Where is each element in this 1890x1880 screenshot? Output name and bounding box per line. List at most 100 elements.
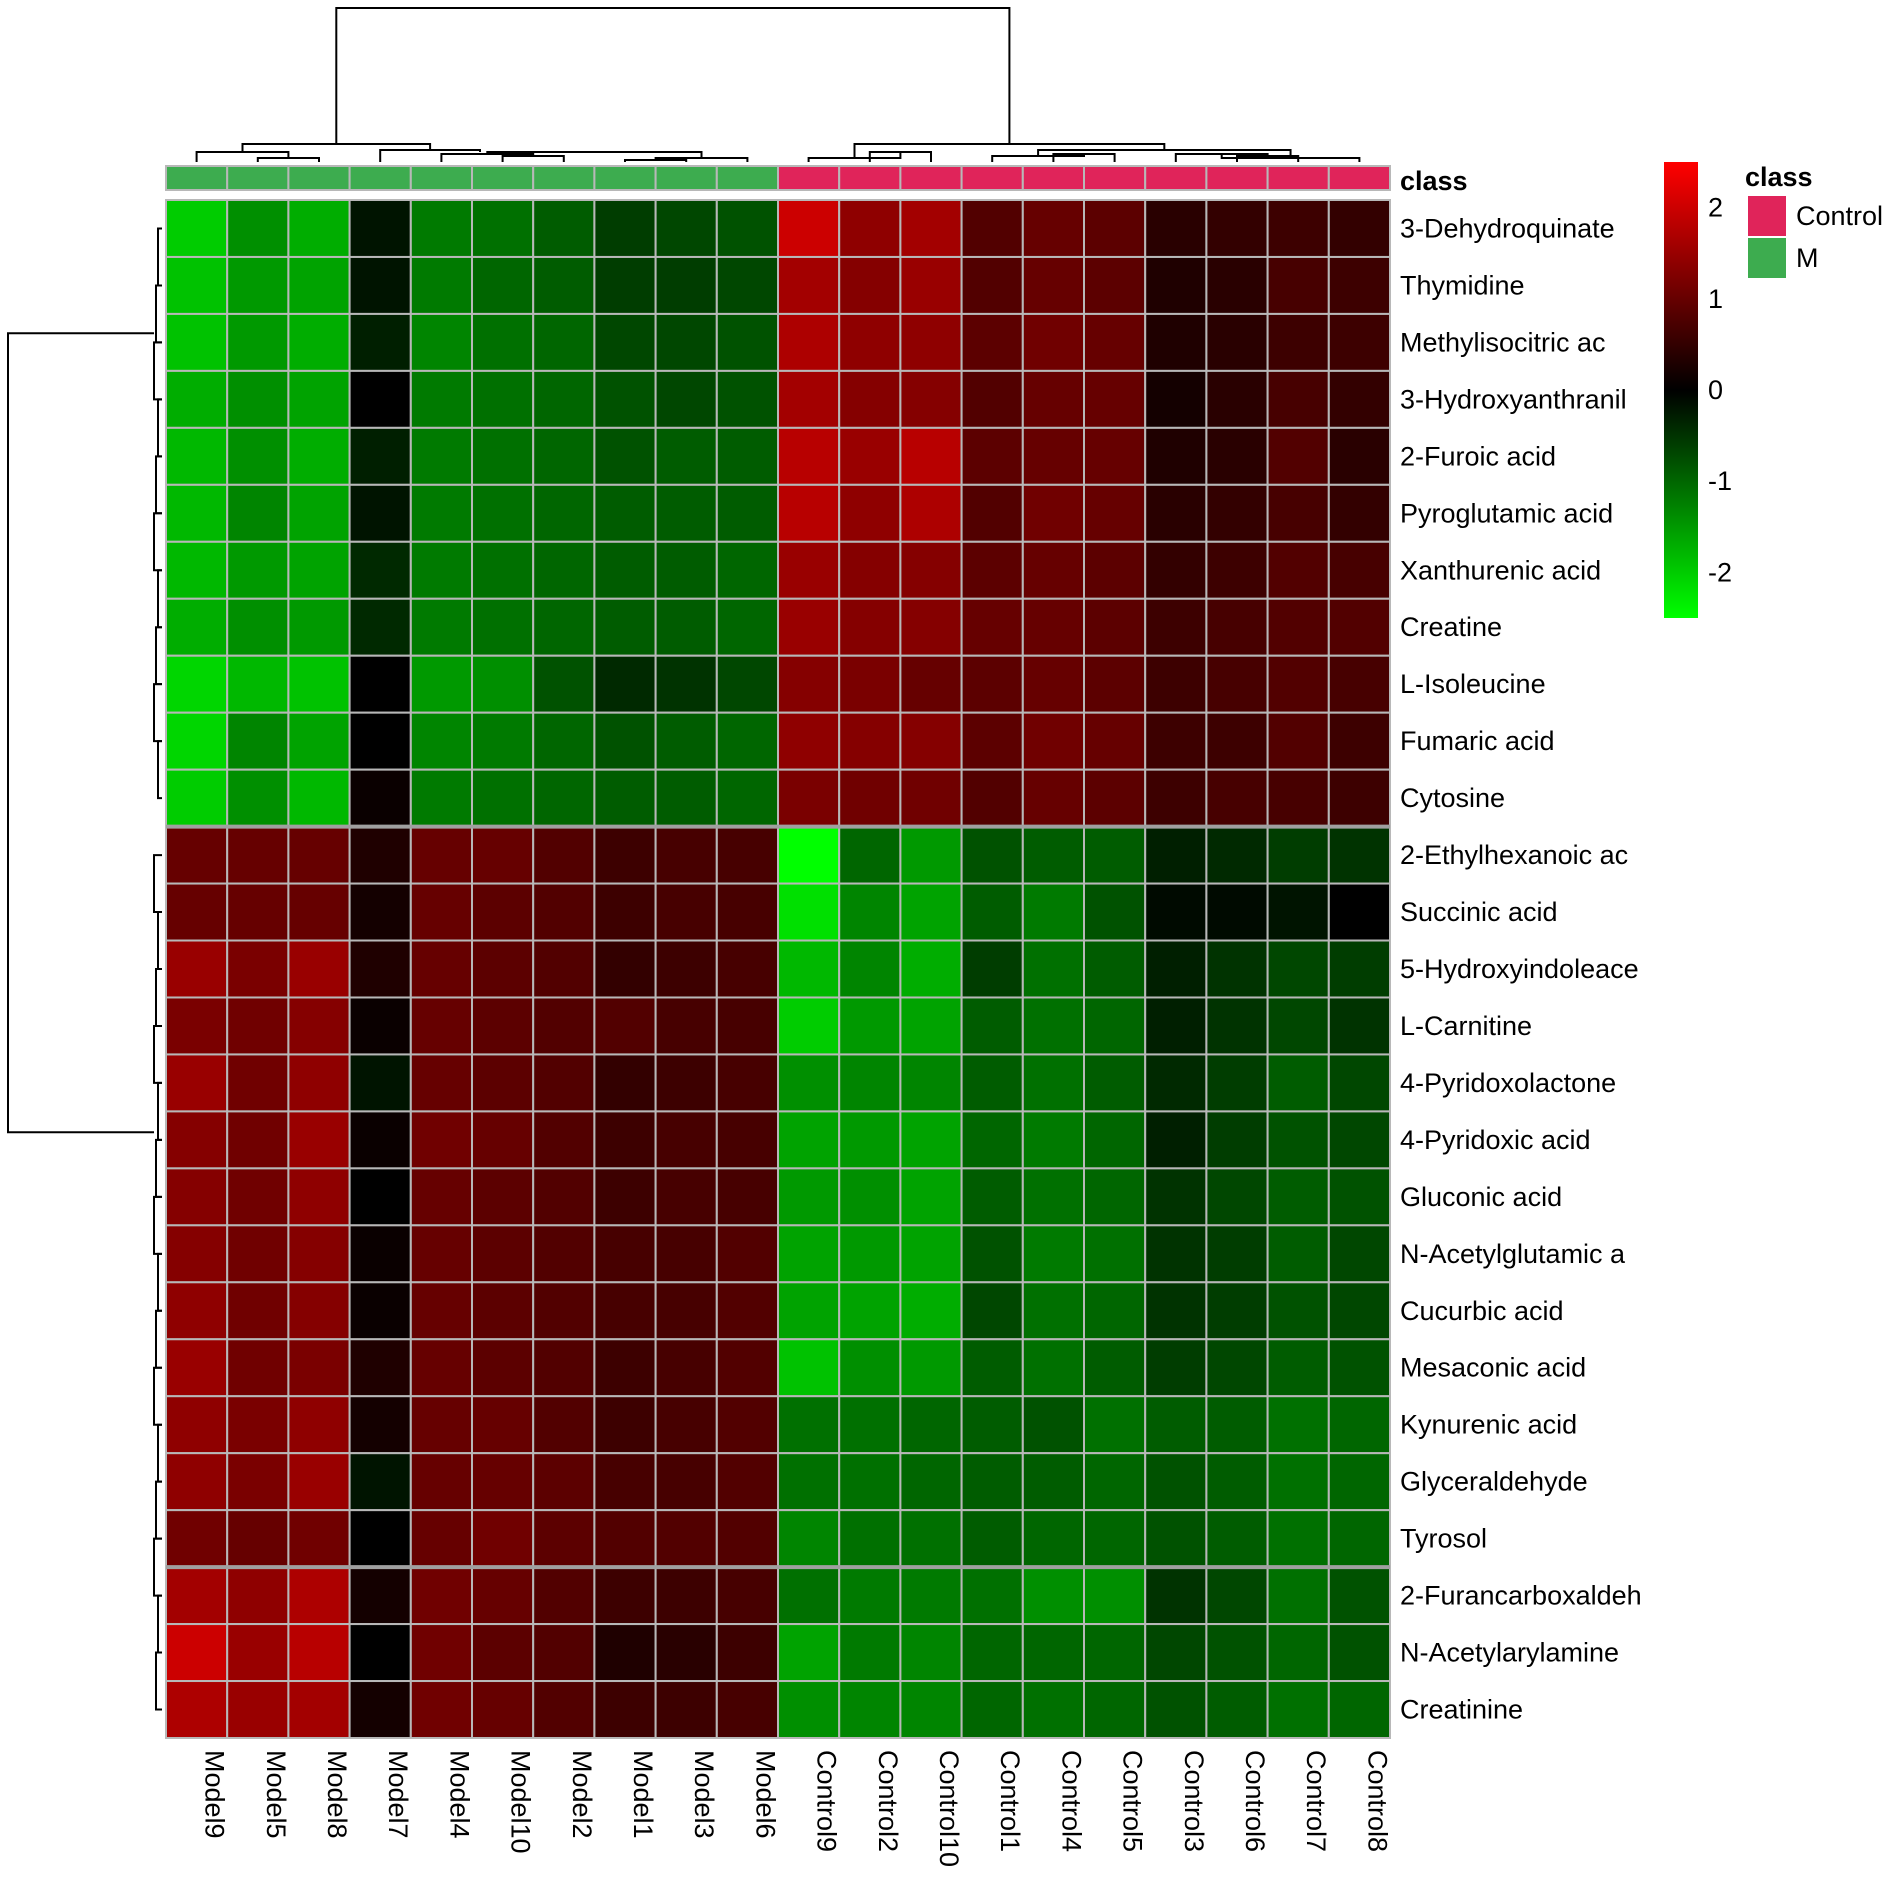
heatmap-cell: [471, 540, 535, 600]
heatmap-cell: [1144, 199, 1208, 258]
class-bar-cell: [960, 165, 1024, 191]
heatmap-cell: [654, 1623, 718, 1683]
heatmap-cell: [409, 1338, 473, 1398]
heatmap-cell: [1327, 1224, 1392, 1284]
heatmap-cell: [1327, 939, 1392, 999]
heatmap-cell: [960, 1623, 1024, 1683]
heatmap-cell: [1327, 1281, 1392, 1341]
dendrogram-link: [157, 227, 162, 287]
heatmap-cell: [960, 1680, 1024, 1739]
row-label: Gluconic acid: [1400, 1182, 1562, 1212]
column-label: Control2: [873, 1750, 903, 1852]
heatmap-cell: [1144, 483, 1208, 543]
row-label: Creatinine: [1400, 1695, 1523, 1725]
heatmap-cell: [1083, 255, 1147, 315]
heatmap-cell: [471, 1680, 535, 1739]
dendrogram-link: [486, 151, 703, 158]
heatmap-cell: [1205, 1110, 1269, 1170]
heatmap-cell: [777, 768, 841, 828]
heatmap-cell: [1021, 483, 1085, 543]
heatmap-cell: [593, 1110, 657, 1170]
heatmap-cell: [960, 369, 1024, 429]
heatmap-cell: [715, 768, 779, 828]
heatmap-cell: [165, 369, 229, 429]
heatmap-cell: [654, 1338, 718, 1398]
heatmap-cell: [1083, 654, 1147, 714]
heatmap-cell: [1327, 199, 1392, 258]
heatmap-cell: [777, 1509, 841, 1569]
heatmap-cell: [1266, 540, 1330, 600]
heatmap-cell: [165, 1224, 229, 1284]
heatmap-cell: [899, 369, 963, 429]
heatmap-cell: [777, 1680, 841, 1739]
heatmap-cell: [409, 1224, 473, 1284]
heatmap-cell: [1021, 1680, 1085, 1739]
heatmap-cell: [1021, 1281, 1085, 1341]
heatmap-cell: [593, 1053, 657, 1113]
heatmap-cell: [409, 711, 473, 771]
colorbar-tick-label: 0: [1708, 375, 1723, 405]
heatmap-cell: [1021, 1623, 1085, 1683]
heatmap-cell: [409, 369, 473, 429]
heatmap-cell: [715, 711, 779, 771]
heatmap-cell: [1144, 1566, 1208, 1626]
colorbar-tick-label: -2: [1708, 557, 1732, 587]
class-bar-cell: [532, 165, 596, 191]
row-label: Tyrosol: [1400, 1524, 1487, 1554]
heatmap-cell: [777, 199, 841, 258]
heatmap-cell: [899, 1281, 963, 1341]
heatmap-cell: [1327, 1509, 1392, 1569]
heatmap-cell: [226, 1053, 290, 1113]
heatmap-cell: [287, 1623, 351, 1683]
heatmap-cell: [960, 1281, 1024, 1341]
class-bar-cell: [1327, 165, 1392, 191]
heatmap-cell: [165, 597, 229, 657]
heatmap-cell: [654, 654, 718, 714]
heatmap-cell: [1083, 1110, 1147, 1170]
heatmap-cell: [1021, 654, 1085, 714]
heatmap-cell: [1021, 1452, 1085, 1512]
column-label: Model1: [628, 1750, 658, 1839]
colorbar-tick-label: 2: [1708, 193, 1723, 223]
heatmap-cell: [226, 1110, 290, 1170]
legend-entry-label: M: [1796, 243, 1819, 273]
heatmap-cell: [899, 1452, 963, 1512]
heatmap-cell: [287, 996, 351, 1056]
heatmap-cell: [715, 312, 779, 372]
heatmap-cell: [654, 199, 718, 258]
heatmap-cell: [777, 1281, 841, 1341]
class-bar-cell: [1144, 165, 1208, 191]
heatmap-cell: [1205, 996, 1269, 1056]
heatmap-cell: [960, 483, 1024, 543]
heatmap-cell: [715, 1680, 779, 1739]
heatmap-cell: [1266, 1452, 1330, 1512]
heatmap-cell: [165, 825, 229, 885]
heatmap-cell: [226, 882, 290, 942]
heatmap-cell: [654, 882, 718, 942]
heatmap-cell: [165, 1509, 229, 1569]
heatmap-cell: [715, 939, 779, 999]
heatmap-cell: [1083, 540, 1147, 600]
heatmap-cell: [348, 1110, 412, 1170]
heatmap-cell: [287, 369, 351, 429]
heatmap-cell: [960, 1452, 1024, 1512]
heatmap-cell: [1327, 312, 1392, 372]
column-label: Model2: [567, 1750, 597, 1839]
heatmap-cell: [1327, 768, 1392, 828]
heatmap-cell: [838, 369, 902, 429]
heatmap-cell: [471, 825, 535, 885]
dendrogram-link: [153, 683, 162, 743]
legend-swatch: [1748, 196, 1786, 236]
heatmap-cell: [654, 597, 718, 657]
heatmap-cell: [899, 540, 963, 600]
column-label: Control4: [1056, 1750, 1086, 1852]
heatmap-cell: [593, 1452, 657, 1512]
heatmap-cell: [287, 768, 351, 828]
heatmap-cell: [960, 1338, 1024, 1398]
heatmap-cell: [899, 996, 963, 1056]
heatmap-cell: [409, 483, 473, 543]
row-label: 2-Ethylhexanoic ac: [1400, 840, 1628, 870]
row-label: L-Carnitine: [1400, 1011, 1532, 1041]
column-label: Control7: [1301, 1750, 1331, 1852]
row-label: Kynurenic acid: [1400, 1410, 1577, 1440]
